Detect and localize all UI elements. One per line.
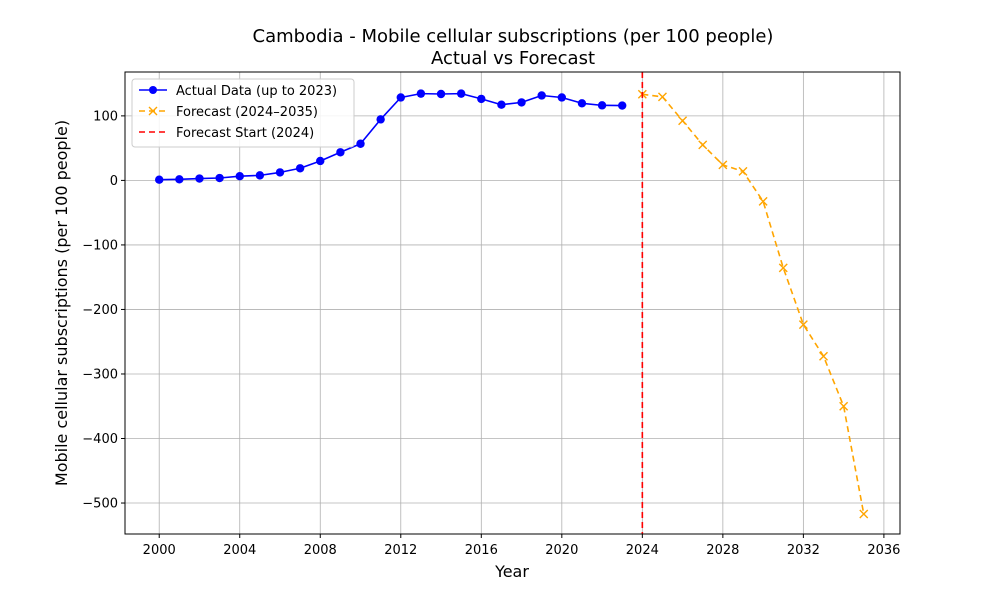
data-point (356, 139, 365, 148)
data-point (497, 100, 506, 109)
series-1 (637, 89, 869, 519)
data-point (839, 401, 849, 411)
data-point (537, 91, 546, 100)
y-tick-label: −200 (82, 303, 118, 318)
data-point (295, 164, 305, 173)
legend-forecast-marker (148, 106, 158, 116)
legend: Actual Data (up to 2023) Forecast (2024–… (131, 78, 355, 148)
data-point (275, 168, 285, 177)
chart-subtitle: Actual vs Forecast (431, 48, 595, 69)
legend-box (131, 78, 355, 148)
legend-forecast-label: Forecast (2024–2035) (176, 105, 318, 120)
data-point (336, 148, 345, 157)
x-tick-label: 2036 (867, 543, 900, 558)
x-tick-label: 2000 (143, 543, 176, 558)
x-tick-label: 2020 (545, 543, 578, 558)
x-tick-label: 2004 (223, 543, 256, 558)
data-point (597, 101, 607, 110)
grid-lines (125, 72, 900, 534)
x-tick-label: 2028 (706, 543, 739, 558)
data-point (557, 93, 567, 102)
data-point (698, 140, 708, 150)
data-point (155, 175, 164, 184)
x-axis-label: Year (494, 562, 529, 581)
data-point (416, 89, 426, 98)
data-point (577, 99, 587, 108)
data-point (859, 509, 869, 519)
legend-actual-label: Actual Data (up to 2023) (176, 84, 337, 99)
data-point (678, 116, 688, 126)
data-point (618, 101, 627, 110)
y-tick-label: 0 (110, 174, 118, 189)
data-point (738, 166, 748, 176)
chart-title: Cambodia - Mobile cellular subscriptions… (253, 26, 774, 47)
data-point (215, 173, 224, 183)
data-point (798, 320, 808, 330)
data-point (758, 196, 768, 206)
x-tick-label: 2016 (465, 543, 498, 558)
y-tick-label: −300 (82, 367, 118, 382)
data-point (195, 174, 204, 183)
data-point (436, 89, 446, 99)
y-axis-label: Mobile cellular subscriptions (per 100 p… (52, 120, 71, 486)
x-tick-label: 2032 (787, 543, 820, 558)
y-tick-label: 100 (93, 109, 118, 124)
data-point (477, 94, 486, 104)
series-0 (155, 89, 627, 184)
y-tick-label: −500 (82, 497, 118, 512)
data-point (456, 89, 466, 98)
plot-frame (124, 71, 901, 535)
data-point (819, 351, 829, 361)
legend-forecast-start-label: Forecast Start (2024) (176, 126, 314, 141)
x-tick-label: 2008 (304, 543, 337, 558)
data-point (778, 263, 788, 273)
data-point (657, 92, 667, 102)
y-tick-label: −400 (82, 432, 118, 447)
data-point (396, 93, 405, 102)
data-point (316, 156, 325, 166)
data-point (255, 171, 265, 180)
legend-actual-marker (149, 86, 157, 94)
data-point (376, 115, 385, 124)
axes: 2000 2004 2008 2012 2016 2020 2024 2028 2032 2036… (82, 109, 900, 558)
plot-data (155, 72, 869, 534)
data-point (235, 172, 244, 181)
x-tick-label: 2024 (626, 543, 659, 558)
series-line (642, 93, 865, 515)
x-tick-label: 2012 (384, 543, 417, 558)
data-point (517, 98, 526, 107)
y-tick-label: −100 (82, 238, 118, 253)
data-point (175, 175, 184, 184)
data-point (718, 160, 728, 170)
